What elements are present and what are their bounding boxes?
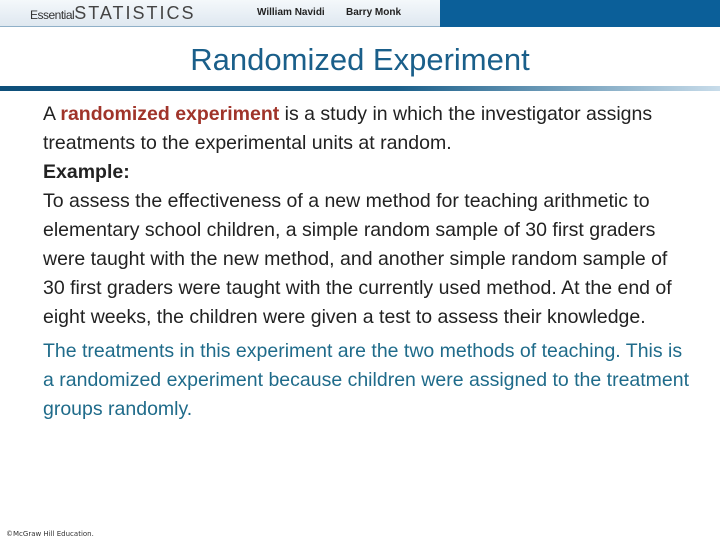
brand-prefix: Essential	[30, 8, 75, 22]
header-bar: EssentialSTATISTICS William Navidi Barry…	[0, 0, 720, 27]
author-2: Barry Monk	[346, 7, 402, 18]
copyright-footer: ©McGraw Hill Education.	[6, 530, 94, 538]
page-title: Randomized Experiment	[190, 42, 530, 77]
author-1: William Navidi	[257, 7, 325, 18]
example-label: Example:	[43, 161, 130, 183]
definition-lead: A	[43, 103, 61, 125]
slide-body: A randomized experiment is a study in wh…	[43, 100, 693, 424]
definition: A randomized experiment is a study in wh…	[43, 100, 693, 158]
title-divider	[0, 86, 720, 91]
example-text: To assess the effectiveness of a new met…	[43, 190, 672, 328]
brand-logo: EssentialSTATISTICS	[30, 3, 196, 24]
definition-term: randomized experiment	[60, 103, 280, 125]
conclusion: The treatments in this experiment are th…	[43, 340, 690, 420]
header-panel: EssentialSTATISTICS William Navidi Barry…	[0, 0, 440, 27]
brand-main: STATISTICS	[74, 3, 196, 23]
definition-rest: is a study in which the investigator ass…	[43, 103, 653, 154]
